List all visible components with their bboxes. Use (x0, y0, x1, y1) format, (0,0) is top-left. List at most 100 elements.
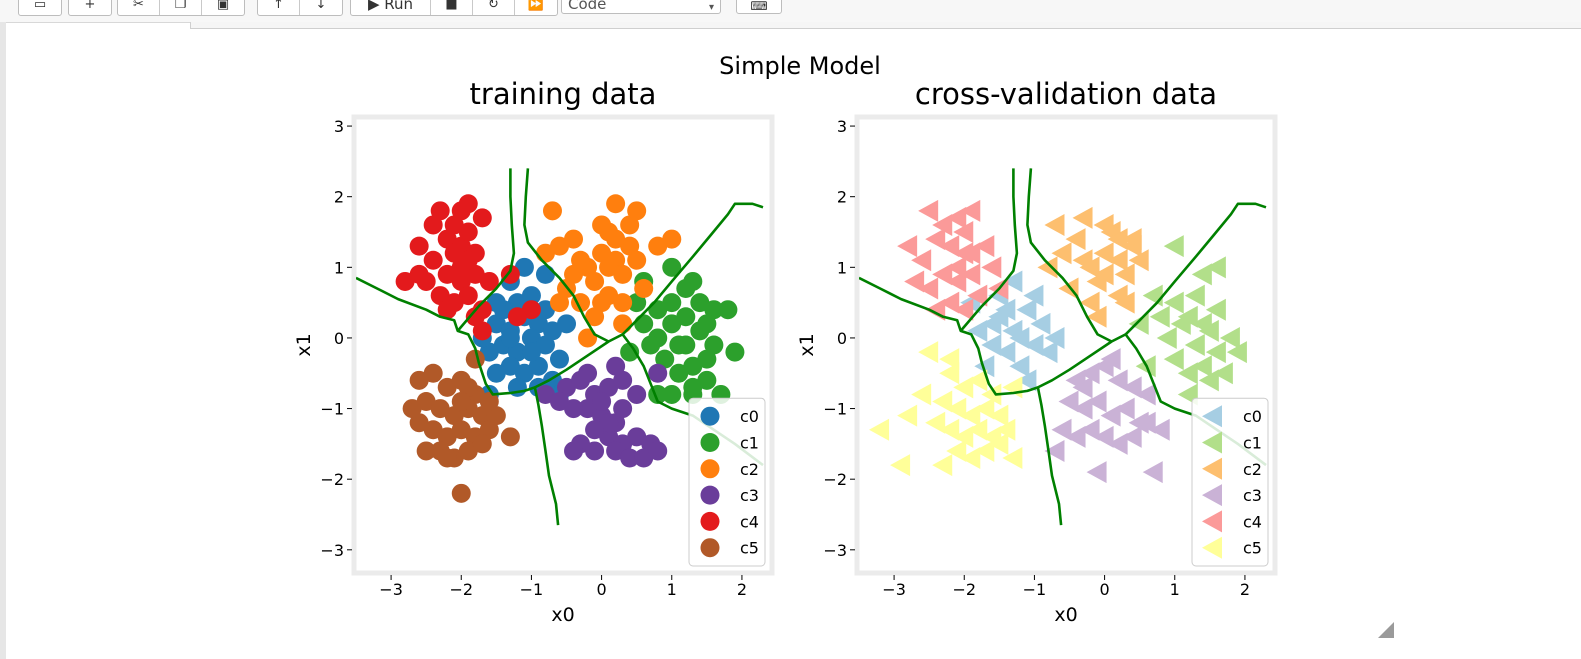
data-point (683, 271, 703, 291)
data-point (528, 314, 548, 334)
data-point (1072, 206, 1093, 229)
data-point (946, 397, 967, 420)
data-point (458, 441, 478, 461)
series-c4 (395, 194, 541, 341)
legend-label: c0 (1243, 407, 1262, 426)
restart-icon[interactable]: ↻ (473, 0, 515, 15)
y-tick-label: 0 (334, 329, 344, 348)
data-point (981, 312, 1002, 335)
data-point (472, 406, 492, 426)
data-point (571, 250, 591, 270)
data-point (1079, 291, 1100, 314)
data-point (939, 291, 960, 314)
decision-boundary-line (456, 168, 516, 332)
data-point (725, 342, 745, 362)
series-c4 (897, 199, 1009, 321)
run-icon: ▶ (367, 0, 385, 13)
data-point (1065, 425, 1086, 448)
data-point (620, 236, 640, 256)
data-point (1163, 348, 1184, 371)
add-cell-icon[interactable]: + (84, 0, 96, 12)
chevron-down-icon: ▾ (708, 2, 714, 13)
data-point (444, 406, 464, 426)
legend-label: c0 (740, 407, 759, 426)
data-point (613, 370, 633, 390)
plot-area (859, 168, 1267, 526)
x-tick-label: −1 (520, 580, 544, 599)
legend-marker (700, 511, 720, 531)
data-point (535, 335, 555, 355)
series-c0 (472, 257, 577, 404)
data-point (514, 257, 534, 277)
data-point (613, 293, 633, 313)
data-point (697, 314, 717, 334)
legend-marker (1202, 510, 1222, 533)
move-up-icon[interactable]: ↑ (258, 0, 300, 15)
y-tick-label: −2 (320, 470, 344, 489)
data-point (535, 384, 555, 404)
data-point (890, 454, 911, 477)
data-point (648, 363, 668, 383)
data-point (634, 314, 654, 334)
cut-icon[interactable]: ✂ (118, 0, 160, 15)
data-point (1135, 411, 1156, 434)
insert-group: + (68, 0, 112, 16)
data-point (988, 432, 1009, 455)
paste-icon[interactable]: ▣ (216, 0, 230, 12)
x-tick-label: 2 (1240, 580, 1250, 599)
data-point (479, 420, 499, 440)
run-label: Run (384, 0, 414, 13)
data-point (1023, 334, 1044, 356)
data-point (669, 363, 689, 383)
data-point (960, 242, 981, 265)
data-point (995, 341, 1016, 364)
fast-forward-icon[interactable]: ⏩ (527, 0, 545, 12)
data-point (1121, 376, 1142, 399)
figure-suptitle: Simple Model (719, 52, 881, 80)
data-point (1212, 362, 1233, 385)
data-point (1121, 228, 1142, 251)
data-point (939, 362, 960, 385)
data-point (592, 392, 612, 411)
cell-type-select[interactable]: Code ▾ (561, 0, 721, 14)
data-point (1114, 263, 1135, 286)
x-axis-label: x0 (551, 604, 574, 626)
save-icon[interactable]: ▭ (33, 0, 47, 12)
data-point (967, 369, 988, 392)
x-tick-label: −2 (449, 580, 473, 599)
stop-icon[interactable]: ■ (431, 0, 473, 15)
data-point (1093, 263, 1114, 286)
x-tick-label: 1 (1170, 580, 1180, 599)
data-point (500, 264, 520, 284)
run-button[interactable]: ▶ Run (351, 0, 431, 15)
data-point (1065, 228, 1086, 251)
data-point (627, 427, 647, 447)
copy-icon[interactable]: ❐ (160, 0, 202, 15)
data-point (704, 335, 724, 355)
data-point (585, 271, 605, 291)
legend-marker (1202, 431, 1222, 454)
data-point (472, 208, 492, 228)
resize-handle-icon[interactable] (1378, 622, 1394, 638)
legend-marker (1202, 484, 1222, 507)
legend-label: c2 (1243, 460, 1262, 479)
data-point (683, 356, 703, 376)
x-tick-label: −1 (1023, 580, 1047, 599)
cell-input-area-edge (190, 22, 1581, 29)
data-point (662, 384, 682, 404)
save-group: ▭ (18, 0, 62, 16)
data-point (500, 356, 520, 376)
keyboard-icon[interactable]: ⌨ (736, 0, 782, 14)
decision-boundary-line (959, 168, 1019, 332)
legend: c0 c1 c2 c3 c4 c5 (688, 397, 766, 567)
data-point (1107, 249, 1128, 272)
data-point (932, 213, 953, 236)
data-point (1163, 291, 1184, 314)
legend-label: c2 (740, 460, 759, 479)
data-point (648, 236, 668, 256)
data-point (1093, 242, 1114, 265)
data-point (613, 399, 633, 419)
data-point (458, 286, 478, 306)
data-point (1100, 404, 1121, 427)
move-down-icon[interactable]: ↓ (315, 0, 327, 12)
